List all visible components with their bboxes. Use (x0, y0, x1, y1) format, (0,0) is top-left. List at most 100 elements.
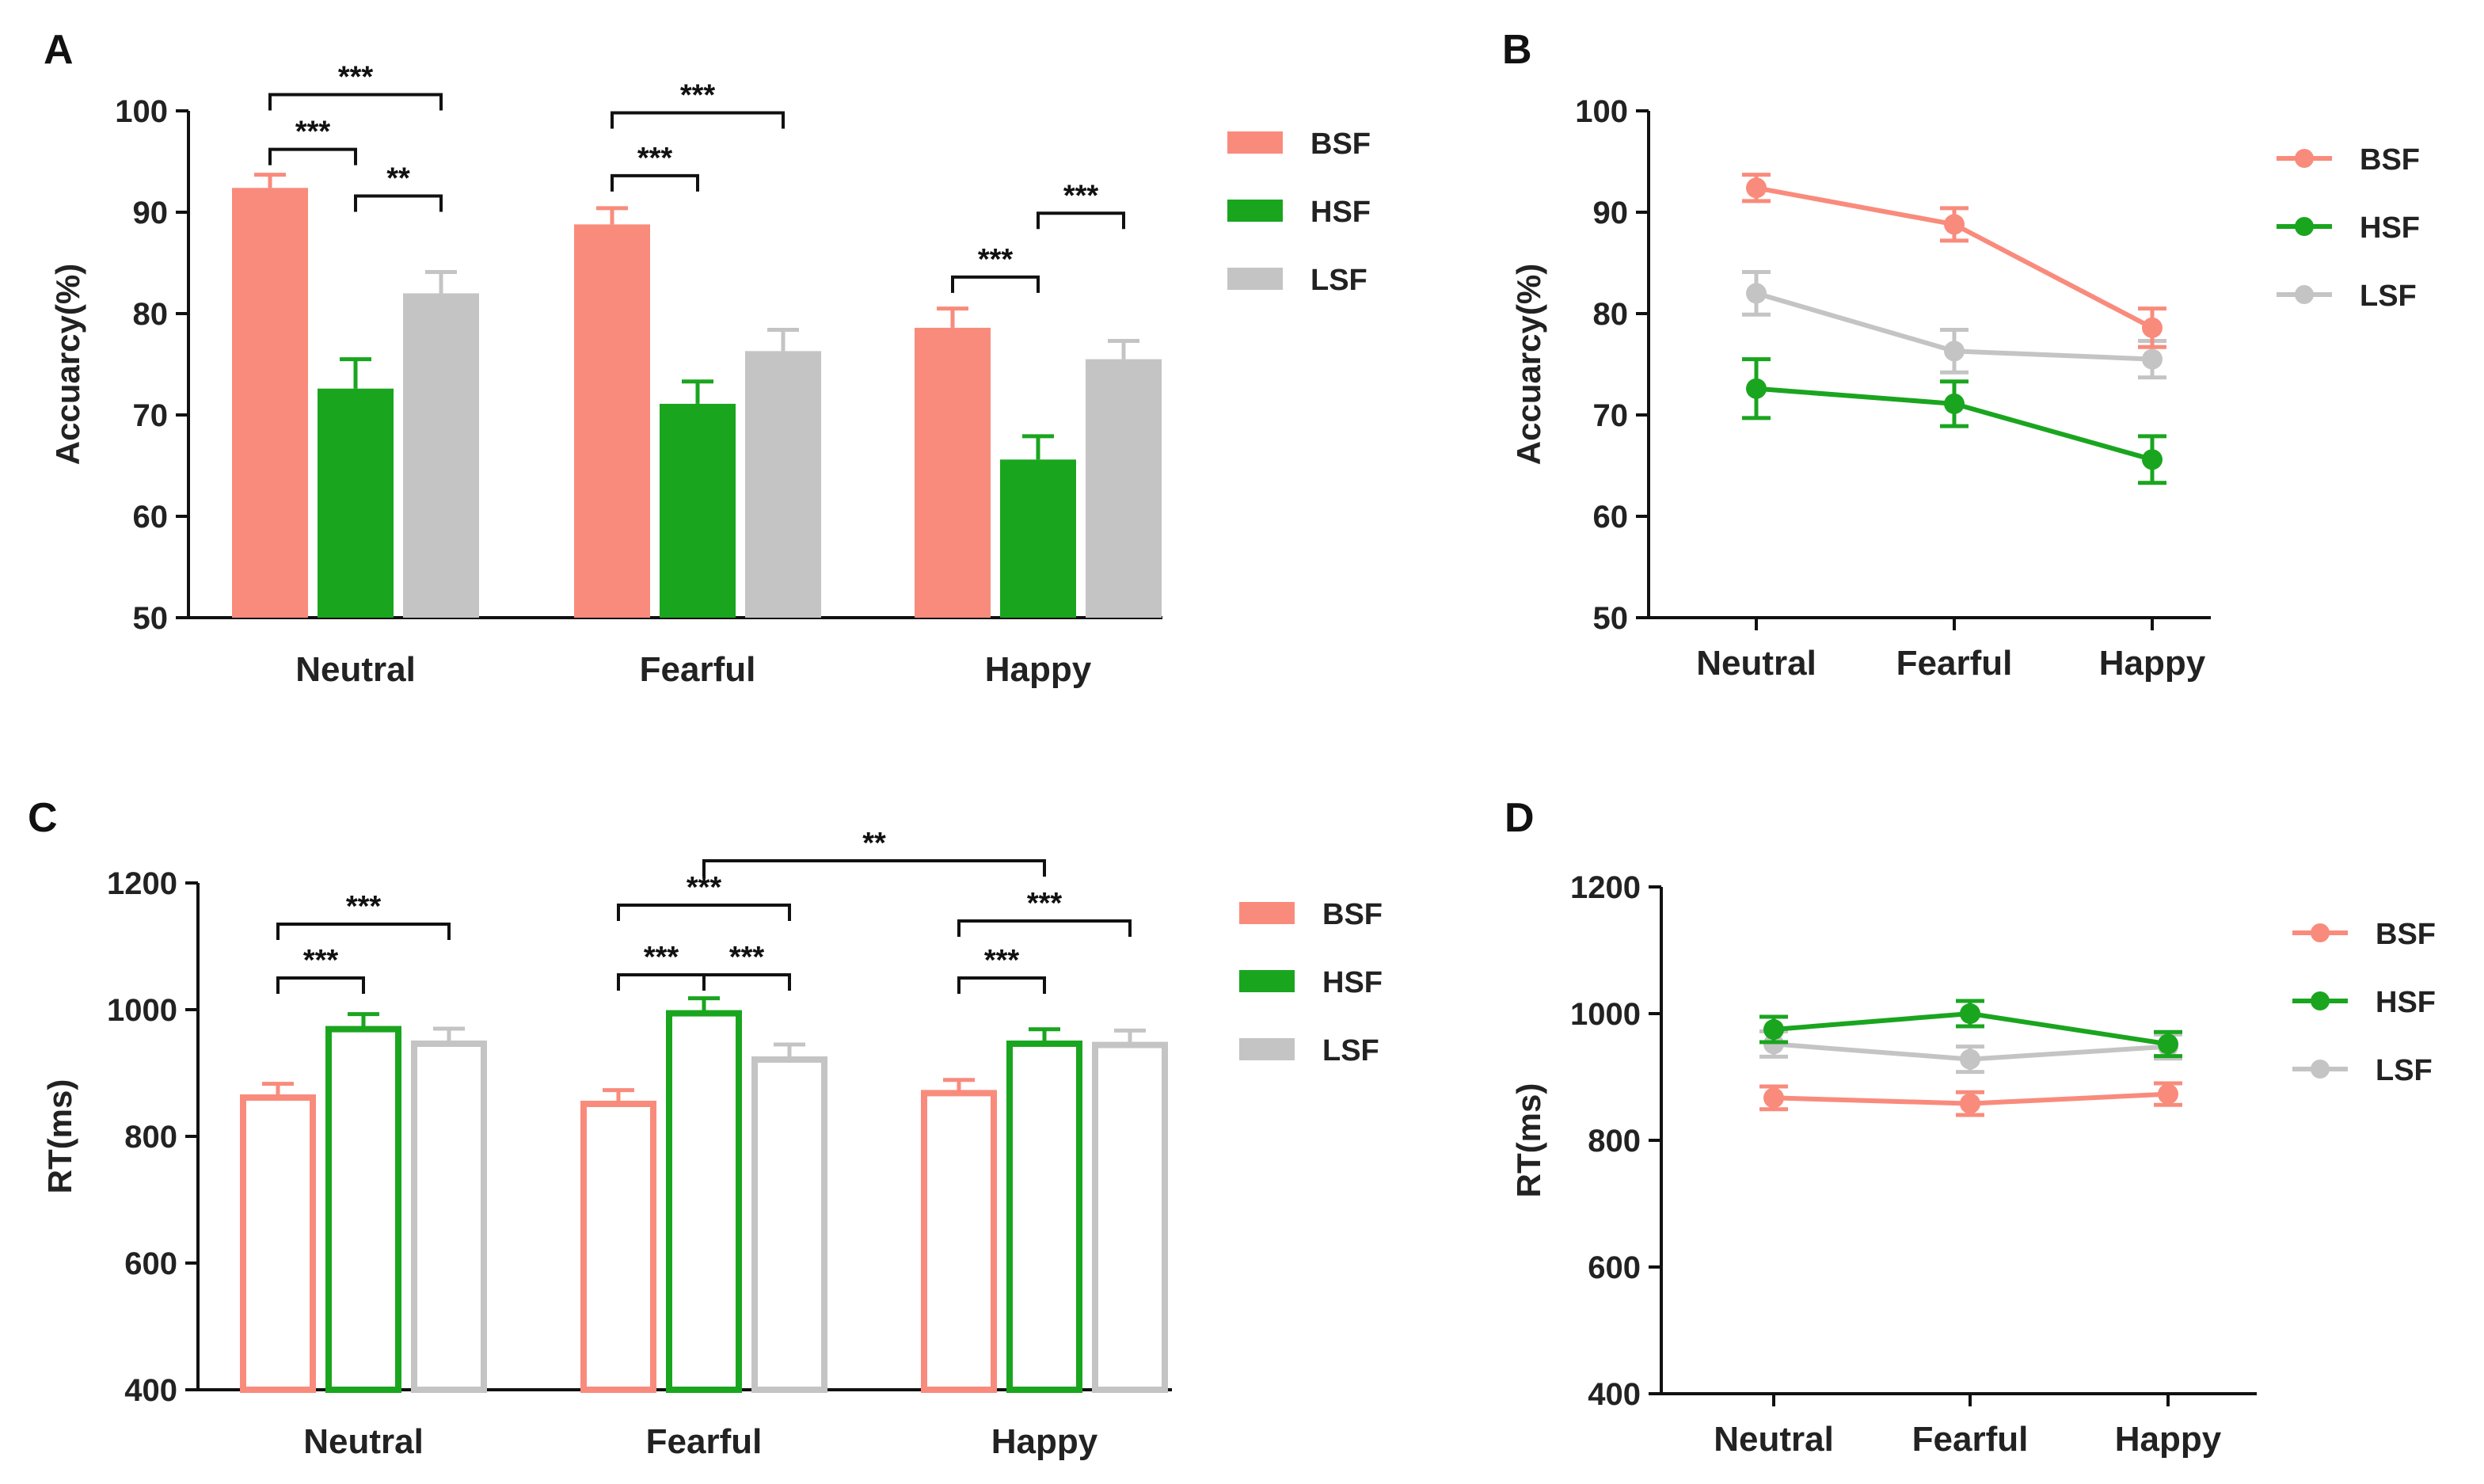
x-tick-label: Fearful (646, 1422, 763, 1461)
x-tick-label: Neutral (1714, 1420, 1834, 1459)
bar-bsf (574, 224, 650, 618)
x-tick-label: Fearful (640, 650, 756, 689)
x-tick-label: Happy (2115, 1420, 2222, 1459)
significance-bracket (617, 904, 791, 921)
legend-label: LSF (2376, 1054, 2433, 1087)
x-tick-label: Fearful (1896, 644, 2013, 683)
significance-bracket (354, 194, 443, 212)
y-axis-title: RT(ms) (1510, 1083, 1547, 1198)
bar-hsf (325, 1025, 401, 1393)
legend-swatch (1227, 131, 1283, 154)
data-point-bsf (2142, 317, 2163, 338)
y-tick-label: 600 (1588, 1250, 1641, 1285)
y-tick-label: 60 (133, 500, 169, 535)
y-tick-label: 100 (1575, 94, 1628, 129)
legend-label: BSF (1310, 127, 1371, 161)
y-tick-label: 70 (1593, 398, 1629, 433)
y-axis-title: RT(ms) (41, 1079, 78, 1194)
y-tick-label: 1200 (107, 866, 177, 901)
data-point-hsf (1960, 1003, 1980, 1024)
data-point-hsf (2142, 449, 2163, 470)
significance-label: ** (862, 827, 886, 860)
bar-lsf (745, 351, 821, 618)
x-tick-label: Fearful (1912, 1420, 2029, 1459)
legend-label: BSF (1322, 898, 1383, 931)
legend-label: LSF (1322, 1034, 1379, 1067)
significance-bracket (276, 923, 451, 940)
significance-label: *** (338, 61, 374, 94)
bar-hsf (666, 1010, 742, 1393)
y-tick-label: 800 (1588, 1124, 1641, 1159)
legend-marker (2295, 285, 2314, 304)
x-tick-label: Happy (985, 650, 1092, 689)
legend-swatch (1227, 268, 1283, 290)
panel-label: D (1504, 795, 1535, 841)
panel-label: A (44, 27, 74, 73)
legend-swatch (1227, 200, 1283, 222)
significance-label: ** (386, 162, 410, 196)
bar-bsf (580, 1101, 656, 1393)
bar-lsf (403, 293, 479, 618)
bar-bsf (240, 1094, 316, 1393)
y-axis-title: Accuarcy(%) (1510, 264, 1547, 465)
legend-swatch (1239, 1038, 1295, 1060)
y-tick-label: 90 (1593, 196, 1629, 230)
data-point-hsf (1944, 393, 1965, 414)
data-point-bsf (1944, 214, 1965, 235)
legend-label: HSF (1322, 966, 1383, 999)
bar-hsf (1000, 459, 1076, 618)
panel-d-line-chart: 400 600 800 1000 1200 RT(ms) D Neutral Fearful Ha… (1504, 795, 2436, 1459)
legend-label: LSF (1310, 264, 1368, 297)
x-tick-label: Neutral (303, 1422, 424, 1461)
significance-bracket (951, 275, 1040, 293)
legend-marker (2295, 217, 2314, 236)
significance-bracket (957, 919, 1132, 937)
data-point-hsf (1746, 378, 1767, 399)
legend-swatch (1239, 902, 1295, 924)
significance-bracket (268, 147, 357, 166)
data-point-bsf (2158, 1083, 2178, 1105)
bar-lsf (1086, 359, 1162, 618)
significance-bracket (1037, 211, 1125, 230)
bar-hsf (660, 403, 736, 618)
significance-bracket (617, 973, 706, 991)
x-tick-label: Happy (2099, 644, 2206, 683)
bar-hsf (318, 388, 394, 618)
y-tick-label: 70 (133, 398, 169, 433)
significance-label: *** (295, 116, 331, 149)
significance-label: *** (1063, 179, 1099, 212)
y-tick-label: 600 (124, 1246, 177, 1281)
significance-label: *** (303, 944, 339, 977)
significance-label: *** (984, 944, 1020, 977)
legend-marker (2295, 149, 2314, 168)
y-tick-label: 50 (1593, 601, 1629, 636)
panel-label: C (28, 795, 58, 841)
bar-bsf (232, 188, 308, 618)
y-tick-label: 80 (133, 297, 169, 332)
y-tick-label: 1200 (1570, 870, 1641, 905)
legend-label: LSF (2360, 280, 2417, 313)
data-point-lsf (2142, 348, 2163, 370)
bar-lsf (751, 1056, 827, 1393)
data-point-bsf (1746, 177, 1767, 199)
legend-label: BSF (2360, 143, 2420, 177)
bar-lsf (1092, 1041, 1168, 1393)
data-point-lsf (1944, 341, 1965, 362)
significance-label: *** (346, 890, 382, 923)
x-tick-label: Happy (991, 1422, 1098, 1461)
significance-label: *** (680, 79, 716, 112)
panel-b-line-chart: 50 60 70 80 90 100 Accuarcy(%) B Neutral Fearful H… (1502, 27, 2420, 683)
y-tick-label: 100 (115, 94, 168, 129)
significance-label: *** (644, 941, 679, 974)
panel-c-bar-chart: 400 600 800 1000 1200 RT(ms) C Neutral Fearful Ha… (28, 795, 1383, 1461)
y-tick-label: 80 (1593, 297, 1629, 332)
y-tick-label: 1000 (107, 993, 177, 1028)
bar-bsf (921, 1090, 997, 1394)
significance-bracket (268, 93, 443, 111)
legend-label: HSF (2360, 211, 2420, 245)
bar-hsf (1006, 1041, 1082, 1393)
significance-bracket (276, 976, 365, 994)
data-point-bsf (1960, 1093, 1980, 1114)
significance-bracket (611, 111, 785, 129)
